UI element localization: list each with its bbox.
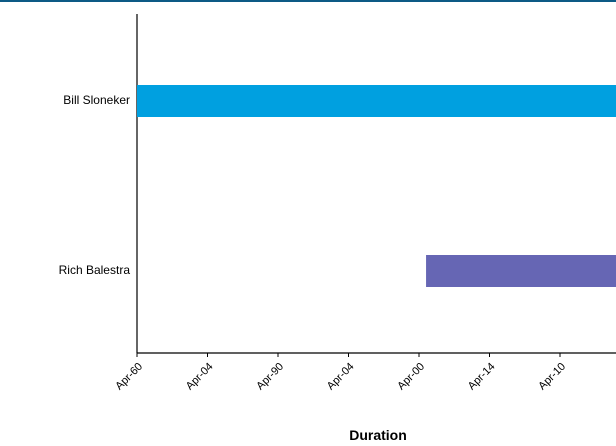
category-label: Bill Sloneker <box>63 93 130 107</box>
x-tick-label: Apr-10 <box>536 361 568 393</box>
category-label: Rich Balestra <box>59 263 131 277</box>
x-tick-label: Apr-04 <box>325 361 357 393</box>
gantt-bar-rich-balestra[interactable] <box>426 255 616 287</box>
top-rule <box>0 0 616 2</box>
x-axis-title: Duration <box>349 427 407 443</box>
x-tick-label: Apr-14 <box>466 361 498 393</box>
x-tick-label: Apr-00 <box>395 361 427 393</box>
gantt-bar-bill-sloneker[interactable] <box>137 85 616 117</box>
x-tick-label: Apr-60 <box>113 361 145 393</box>
x-tick-label: Apr-90 <box>254 361 286 393</box>
x-tick-label: Apr-04 <box>184 361 216 393</box>
